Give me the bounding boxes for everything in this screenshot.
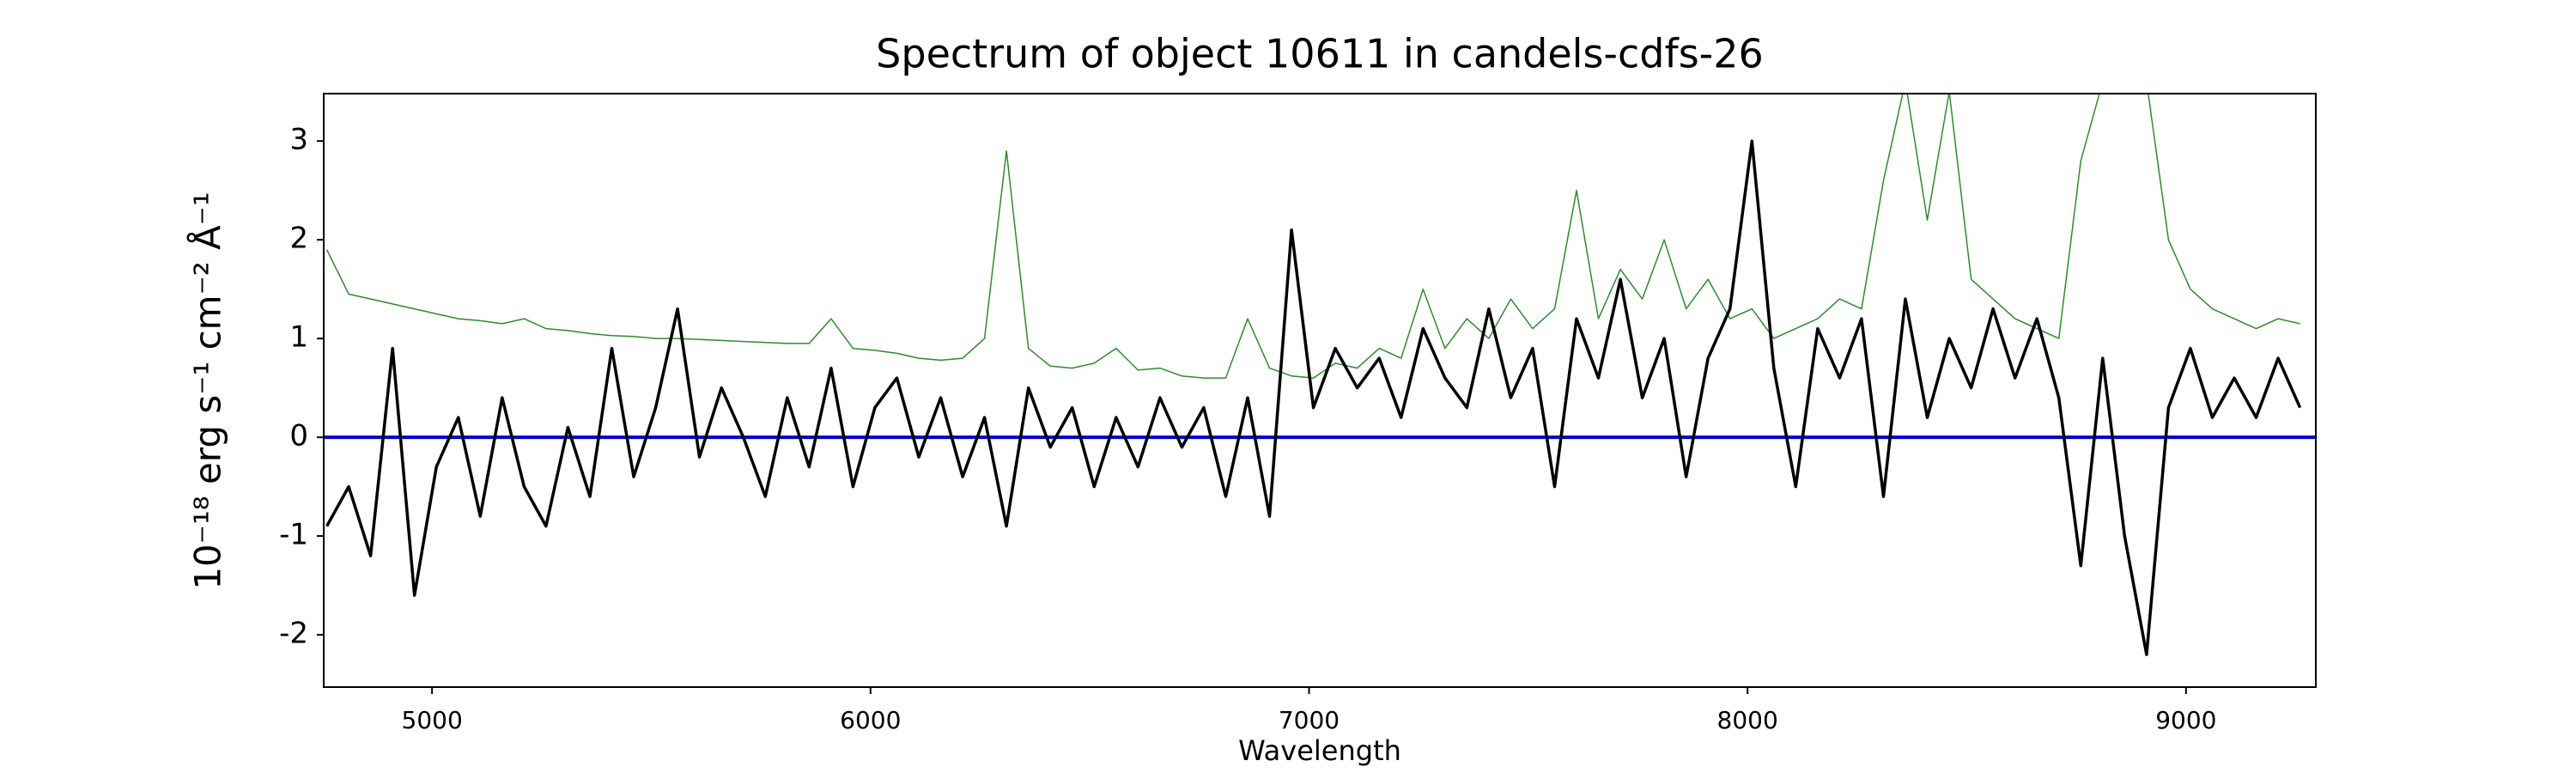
y-tick-label: -1 (279, 518, 308, 552)
chart-title: Spectrum of object 10611 in candels-cdfs… (876, 31, 1764, 77)
x-tick-label: 6000 (840, 706, 901, 734)
x-tick-label: 5000 (402, 706, 463, 734)
x-axis-label: Wavelength (1238, 734, 1401, 767)
spectrum-line (325, 139, 2302, 656)
y-tick-label: -2 (279, 617, 308, 651)
plot-frame (323, 93, 2317, 688)
spectrum-line (325, 94, 2300, 379)
y-tick-label: 1 (289, 320, 308, 355)
plot-area (324, 94, 2316, 656)
y-axis-label: 10⁻¹⁸ erg s⁻¹ cm⁻² Å⁻¹ (186, 192, 229, 589)
x-tick-label: 8000 (1717, 706, 1778, 734)
y-tick-label: 2 (289, 222, 308, 256)
x-tick-label: 7000 (1279, 706, 1340, 734)
y-tick-label: 3 (289, 123, 308, 157)
x-tick-label: 9000 (2155, 706, 2216, 734)
y-tick-label: 0 (289, 419, 308, 453)
